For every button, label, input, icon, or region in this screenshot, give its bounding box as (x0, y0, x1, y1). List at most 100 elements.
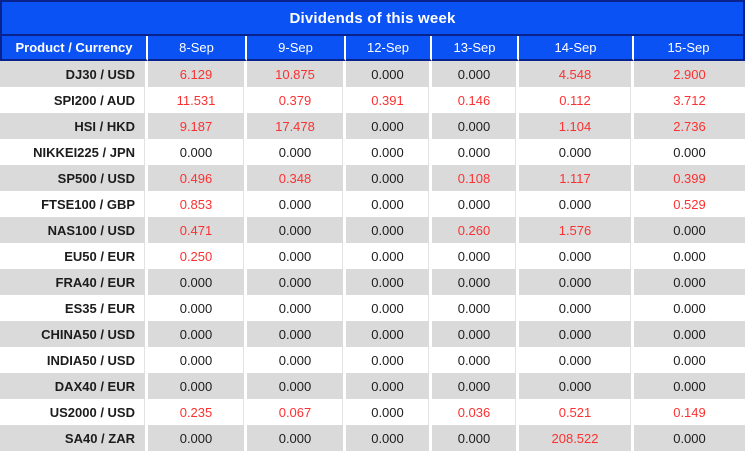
table-row: CHINA50 / USD 0.000 0.000 0.000 0.000 0.000 0.… (0, 321, 745, 347)
table-row: FRA40 / EUR 0.000 0.000 0.000 0.000 0.000 0.00… (0, 269, 745, 295)
dividend-value-cell: 0.853 (148, 191, 247, 217)
table-row: SPI200 / AUD 11.531 0.379 0.391 0.146 0.112 3.… (0, 87, 745, 113)
table-title: Dividends of this week (0, 0, 745, 36)
dividend-value-cell: 4.548 (519, 61, 634, 87)
dividend-value-cell: 0.250 (148, 243, 247, 269)
column-header-date: 8-Sep (148, 36, 247, 61)
dividend-value-cell: 0.000 (148, 269, 247, 295)
dividend-value-cell: 0.000 (519, 373, 634, 399)
product-cell: FTSE100 / GBP (0, 191, 148, 217)
product-cell: DJ30 / USD (0, 61, 148, 87)
product-cell: US2000 / USD (0, 399, 148, 425)
product-cell: ES35 / EUR (0, 295, 148, 321)
dividend-value-cell: 0.000 (247, 139, 346, 165)
dividend-value-cell: 0.000 (634, 347, 745, 373)
dividend-value-cell: 0.000 (346, 399, 432, 425)
dividend-value-cell: 11.531 (148, 87, 247, 113)
product-cell: DAX40 / EUR (0, 373, 148, 399)
dividend-value-cell: 0.000 (346, 113, 432, 139)
dividend-value-cell: 0.000 (346, 191, 432, 217)
column-header-date: 15-Sep (634, 36, 745, 61)
dividend-value-cell: 1.117 (519, 165, 634, 191)
dividend-value-cell: 3.712 (634, 87, 745, 113)
dividend-value-cell: 0.496 (148, 165, 247, 191)
dividend-value-cell: 0.000 (148, 373, 247, 399)
dividend-value-cell: 0.000 (634, 269, 745, 295)
dividend-value-cell: 0.000 (519, 295, 634, 321)
dividend-value-cell: 0.000 (634, 243, 745, 269)
dividend-value-cell: 0.000 (247, 425, 346, 451)
dividend-value-cell: 1.104 (519, 113, 634, 139)
dividend-value-cell: 0.146 (432, 87, 519, 113)
table-row: NAS100 / USD 0.471 0.000 0.000 0.260 1.576 0.0… (0, 217, 745, 243)
dividend-value-cell: 0.000 (247, 347, 346, 373)
table-row: EU50 / EUR 0.250 0.000 0.000 0.000 0.000 0.000 (0, 243, 745, 269)
dividend-value-cell: 0.000 (519, 243, 634, 269)
dividends-data-table: Product / Currency 8-Sep 9-Sep 12-Sep 13-Sep… (0, 36, 745, 451)
dividend-value-cell: 10.875 (247, 61, 346, 87)
dividend-value-cell: 0.000 (432, 113, 519, 139)
dividend-value-cell: 0.000 (148, 321, 247, 347)
table-row: HSI / HKD 9.187 17.478 0.000 0.000 1.104 2.736 (0, 113, 745, 139)
dividend-value-cell: 0.000 (432, 269, 519, 295)
dividend-value-cell: 0.000 (346, 347, 432, 373)
dividend-value-cell: 0.000 (432, 425, 519, 451)
column-header-date: 14-Sep (519, 36, 634, 61)
dividend-value-cell: 0.000 (346, 217, 432, 243)
dividend-value-cell: 0.000 (519, 191, 634, 217)
table-row: SP500 / USD 0.496 0.348 0.000 0.108 1.117 0.39… (0, 165, 745, 191)
column-header-product: Product / Currency (0, 36, 148, 61)
product-cell: EU50 / EUR (0, 243, 148, 269)
dividend-value-cell: 0.399 (634, 165, 745, 191)
dividend-value-cell: 0.036 (432, 399, 519, 425)
dividend-value-cell: 0.000 (519, 347, 634, 373)
dividend-value-cell: 0.000 (634, 139, 745, 165)
product-cell: CHINA50 / USD (0, 321, 148, 347)
dividend-value-cell: 0.000 (432, 373, 519, 399)
column-header-date: 13-Sep (432, 36, 519, 61)
product-cell: SPI200 / AUD (0, 87, 148, 113)
dividend-value-cell: 0.000 (247, 321, 346, 347)
product-cell: NAS100 / USD (0, 217, 148, 243)
dividend-value-cell: 0.000 (634, 295, 745, 321)
dividend-value-cell: 0.348 (247, 165, 346, 191)
dividend-value-cell: 0.000 (247, 243, 346, 269)
dividend-value-cell: 0.000 (346, 295, 432, 321)
dividend-value-cell: 0.000 (346, 243, 432, 269)
header-row: Product / Currency 8-Sep 9-Sep 12-Sep 13-Sep… (0, 36, 745, 61)
dividend-value-cell: 0.000 (346, 425, 432, 451)
dividend-value-cell: 0.000 (634, 217, 745, 243)
dividend-value-cell: 0.000 (346, 373, 432, 399)
product-cell: FRA40 / EUR (0, 269, 148, 295)
dividend-value-cell: 0.000 (148, 425, 247, 451)
dividend-value-cell: 17.478 (247, 113, 346, 139)
dividend-value-cell: 9.187 (148, 113, 247, 139)
table-row: NIKKEI225 / JPN 0.000 0.000 0.000 0.000 0.000… (0, 139, 745, 165)
product-cell: SA40 / ZAR (0, 425, 148, 451)
column-header-date: 9-Sep (247, 36, 346, 61)
dividend-value-cell: 0.529 (634, 191, 745, 217)
dividend-value-cell: 0.000 (519, 139, 634, 165)
column-header-date: 12-Sep (346, 36, 432, 61)
dividend-value-cell: 0.000 (432, 139, 519, 165)
dividend-value-cell: 0.108 (432, 165, 519, 191)
product-cell: HSI / HKD (0, 113, 148, 139)
dividend-value-cell: 0.067 (247, 399, 346, 425)
dividend-value-cell: 0.379 (247, 87, 346, 113)
dividend-value-cell: 0.149 (634, 399, 745, 425)
table-row: DAX40 / EUR 0.000 0.000 0.000 0.000 0.000 0.00… (0, 373, 745, 399)
dividend-value-cell: 0.000 (346, 269, 432, 295)
dividend-value-cell: 208.522 (519, 425, 634, 451)
dividend-value-cell: 0.000 (247, 217, 346, 243)
dividend-value-cell: 0.471 (148, 217, 247, 243)
dividend-value-cell: 0.000 (432, 295, 519, 321)
dividend-value-cell: 0.521 (519, 399, 634, 425)
table-row: DJ30 / USD 6.129 10.875 0.000 0.000 4.548 2.90… (0, 61, 745, 87)
dividend-value-cell: 0.000 (432, 61, 519, 87)
dividend-value-cell: 0.000 (634, 321, 745, 347)
dividend-value-cell: 0.000 (519, 269, 634, 295)
dividend-value-cell: 0.000 (432, 347, 519, 373)
dividend-value-cell: 0.000 (346, 61, 432, 87)
dividend-value-cell: 0.000 (346, 321, 432, 347)
